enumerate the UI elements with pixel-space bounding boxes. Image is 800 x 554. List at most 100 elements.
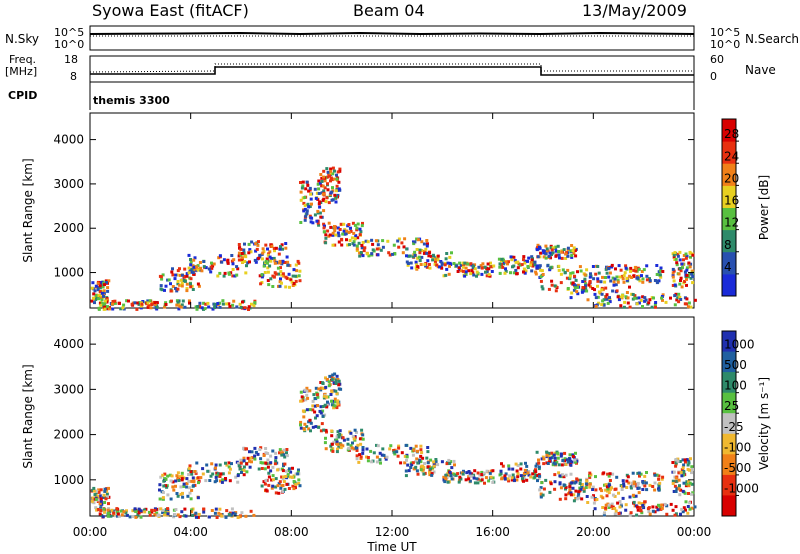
power-cell <box>102 289 106 293</box>
power-cell <box>691 281 695 285</box>
power-cell <box>469 262 473 266</box>
velocity-cell <box>542 457 546 461</box>
power-cell <box>433 262 437 266</box>
power-cell <box>425 265 429 269</box>
power-cell <box>175 289 179 293</box>
velocity-cell <box>105 490 109 493</box>
velocity-cell <box>333 400 337 404</box>
power-cell <box>397 237 401 241</box>
velocity-cell <box>379 461 382 465</box>
power-cell <box>608 297 612 301</box>
velocity-cell <box>305 386 309 390</box>
velocity-cell <box>516 475 520 479</box>
power-cell <box>122 303 126 307</box>
velocity-cell <box>269 454 273 458</box>
power-cell <box>150 303 154 306</box>
power-cell <box>600 303 604 307</box>
velocity-cell <box>128 515 132 519</box>
power-cell <box>99 303 103 307</box>
velocity-cell <box>188 464 192 468</box>
velocity-cell <box>514 462 518 466</box>
velocity-cell <box>628 495 632 499</box>
velocity-cell <box>553 456 557 460</box>
power-cell <box>329 225 333 229</box>
velocity-cell <box>301 409 305 413</box>
power-cell <box>504 260 508 264</box>
velocity-cell <box>250 450 254 454</box>
power-cell <box>348 243 351 247</box>
velocity-cell <box>561 459 565 463</box>
velocity-cell <box>638 474 641 478</box>
power-cell <box>435 256 439 260</box>
velocity-cell <box>557 471 561 475</box>
power-cell <box>243 242 246 246</box>
velocity-cell <box>428 469 432 473</box>
velocity-cell <box>519 474 523 478</box>
velocity-cell <box>637 501 641 505</box>
power-cell <box>335 177 339 181</box>
velocity-cell <box>95 508 99 512</box>
velocity-cell <box>578 478 582 482</box>
velocity-cell <box>419 448 423 452</box>
velocity-cell <box>415 469 419 473</box>
power-cell <box>422 251 426 255</box>
velocity-cell <box>515 469 519 473</box>
velocity-cell <box>351 435 355 439</box>
velocity-cell <box>134 515 138 519</box>
power-cell <box>355 247 359 251</box>
velocity-cell <box>185 485 189 489</box>
power-cell <box>469 272 473 276</box>
velocity-cell <box>197 481 200 485</box>
power-cell <box>420 240 424 244</box>
velocity-cell <box>405 455 409 459</box>
velocity-cell <box>693 505 697 509</box>
velocity-cell <box>602 513 606 517</box>
power-cell <box>614 283 618 287</box>
power-cell <box>244 255 248 259</box>
velocity-cell <box>651 509 655 513</box>
power-cell <box>539 279 543 283</box>
power-cell <box>556 244 560 248</box>
power-cell <box>113 301 117 305</box>
power-cell <box>229 271 233 275</box>
power-cell <box>629 269 632 273</box>
power-cell <box>263 271 267 274</box>
velocity-cell <box>327 380 331 384</box>
power-cell <box>105 281 108 284</box>
power-cell <box>610 265 614 269</box>
power-cell <box>561 268 565 272</box>
power-cell <box>461 269 465 273</box>
velocity-cell <box>632 482 636 486</box>
velocity-cell <box>682 481 686 485</box>
velocity-cell <box>175 492 179 495</box>
velocity-cell <box>214 475 218 479</box>
velocity-cell <box>524 461 527 465</box>
power-cell <box>319 173 323 176</box>
power-cell <box>344 232 348 236</box>
velocity-cell <box>568 453 572 457</box>
velocity-cell <box>573 458 577 462</box>
power-cell <box>324 241 328 245</box>
velocity-cell <box>615 475 619 479</box>
velocity-cell <box>162 484 166 488</box>
power-cell <box>239 306 243 309</box>
power-cell <box>313 213 317 217</box>
velocity-cell <box>550 456 554 460</box>
velocity-cell <box>682 463 686 467</box>
velocity-cell <box>648 512 652 516</box>
power-cell <box>366 252 369 256</box>
power-cell <box>573 249 577 252</box>
power-cell <box>406 263 410 267</box>
velocity-cell <box>172 515 176 519</box>
power-cell <box>313 187 317 191</box>
velocity-cell <box>227 513 231 517</box>
velocity-cell <box>202 507 206 511</box>
power-cell <box>644 298 648 302</box>
power-cell <box>291 274 295 278</box>
velocity-cell <box>539 486 543 490</box>
velocity-cell <box>590 495 594 499</box>
velocity-cell <box>112 511 116 515</box>
velocity-cell <box>165 484 169 488</box>
velocity-cell <box>569 463 573 467</box>
